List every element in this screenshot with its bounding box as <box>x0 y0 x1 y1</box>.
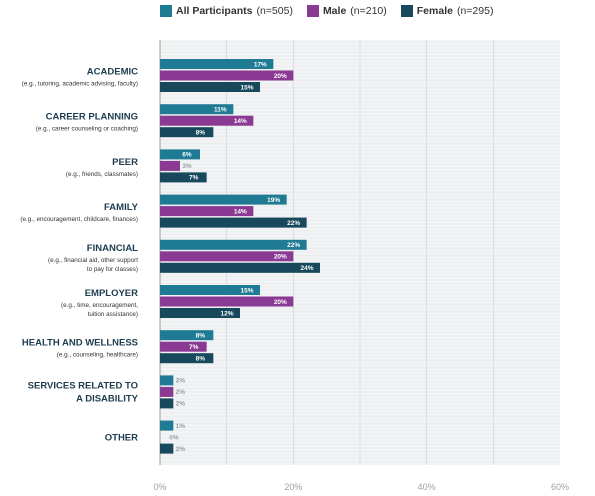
bar <box>160 375 174 386</box>
x-tick-label: 20% <box>284 482 302 492</box>
bar <box>160 285 260 295</box>
category-sublabel: (e.g., friends, classmates) <box>66 171 138 178</box>
bar <box>160 194 287 205</box>
data-label: 22% <box>287 220 300 227</box>
data-label: 24% <box>300 265 313 272</box>
bar <box>160 149 200 160</box>
category-label: SERVICES RELATED TO <box>28 380 138 391</box>
data-label: 11% <box>214 107 227 114</box>
data-label: 2% <box>176 389 186 396</box>
data-label: 22% <box>287 242 300 249</box>
category-sublabel: (e.g., time, encouragement, <box>61 302 138 309</box>
legend-series-name: All Participants <box>176 5 253 17</box>
legend-item: All Participants (n=505) <box>160 5 293 17</box>
category-label: FINANCIAL <box>87 243 138 254</box>
bar <box>160 262 320 273</box>
bar <box>160 70 294 81</box>
category-sublabel: (e.g., career counseling or coaching) <box>36 126 138 133</box>
data-label: 14% <box>234 208 247 215</box>
bar <box>160 341 207 352</box>
bar <box>160 172 207 183</box>
data-label: 3% <box>182 163 192 170</box>
data-label: 15% <box>240 287 253 294</box>
data-label: 6% <box>182 152 192 159</box>
category-label: FAMILY <box>104 202 139 213</box>
category-sublabel: (e.g., financial aid, other support <box>48 257 138 264</box>
legend-swatch <box>400 5 413 17</box>
bar <box>160 330 214 341</box>
category-label: CAREER PLANNING <box>46 112 138 123</box>
bar <box>160 217 307 228</box>
bar <box>160 206 254 217</box>
legend-item: Male (n=210) <box>306 5 387 17</box>
data-label: 8% <box>196 130 206 137</box>
bar <box>160 398 174 409</box>
bar <box>160 296 294 307</box>
data-label: 20% <box>274 73 287 80</box>
bar <box>160 82 260 92</box>
category-sublabel: (e.g., counseling, healthcare) <box>57 352 138 359</box>
category-label: A DISABILITY <box>76 393 139 404</box>
data-label: 20% <box>274 299 287 306</box>
category-label: PEER <box>112 157 138 168</box>
category-label: ACADEMIC <box>87 67 138 78</box>
category-label: EMPLOYER <box>85 288 138 299</box>
category-sublabel: (e.g., encouragement, childcare, finance… <box>20 216 138 223</box>
bar <box>160 239 307 250</box>
bar <box>160 115 254 126</box>
legend-series-count: (n=210) <box>350 5 387 17</box>
data-label: 12% <box>220 310 233 317</box>
legend: All Participants (n=505) Male (n=210) Female… <box>160 5 493 17</box>
legend-swatch <box>160 5 172 17</box>
data-label: 20% <box>274 254 287 261</box>
legend-series-name: Female <box>416 5 453 17</box>
data-label: 8% <box>196 356 206 363</box>
category-sublabel: (e.g., tutoring, academic advising, facu… <box>22 81 138 88</box>
data-label: 0% <box>169 434 179 441</box>
data-label: 2% <box>176 401 186 408</box>
legend-swatch <box>306 5 319 17</box>
bar <box>160 127 214 138</box>
bar <box>160 251 294 262</box>
data-label: 15% <box>240 84 253 91</box>
bar <box>160 59 274 69</box>
data-label: 14% <box>234 118 247 125</box>
category-sublabel: to pay for classes) <box>87 266 138 273</box>
bar <box>160 386 174 397</box>
legend-item: Female (n=295) <box>400 5 494 17</box>
bar <box>160 308 240 318</box>
category-label: HEALTH AND WELLNESS <box>22 338 138 349</box>
data-label: 7% <box>189 175 199 182</box>
x-tick-label: 60% <box>551 482 569 492</box>
legend-series-name: Male <box>322 5 347 17</box>
category-label: OTHER <box>105 433 138 444</box>
data-label: 7% <box>189 344 199 351</box>
bar <box>160 104 234 115</box>
data-label: 2% <box>176 446 186 453</box>
data-label: 2% <box>176 378 186 385</box>
bar <box>160 443 174 454</box>
x-tick-label: 40% <box>418 482 436 492</box>
data-label: 8% <box>196 333 206 340</box>
bar <box>160 160 180 171</box>
x-tick-label: 0% <box>153 482 166 492</box>
data-label: 1% <box>176 423 186 430</box>
legend-series-count: (n=295) <box>456 5 494 17</box>
data-label: 17% <box>254 61 267 68</box>
bar <box>160 420 174 431</box>
legend-series-count: (n=505) <box>256 5 293 17</box>
data-label: 19% <box>267 197 280 204</box>
bar <box>160 353 214 364</box>
category-sublabel: tuition assistance) <box>88 311 138 318</box>
